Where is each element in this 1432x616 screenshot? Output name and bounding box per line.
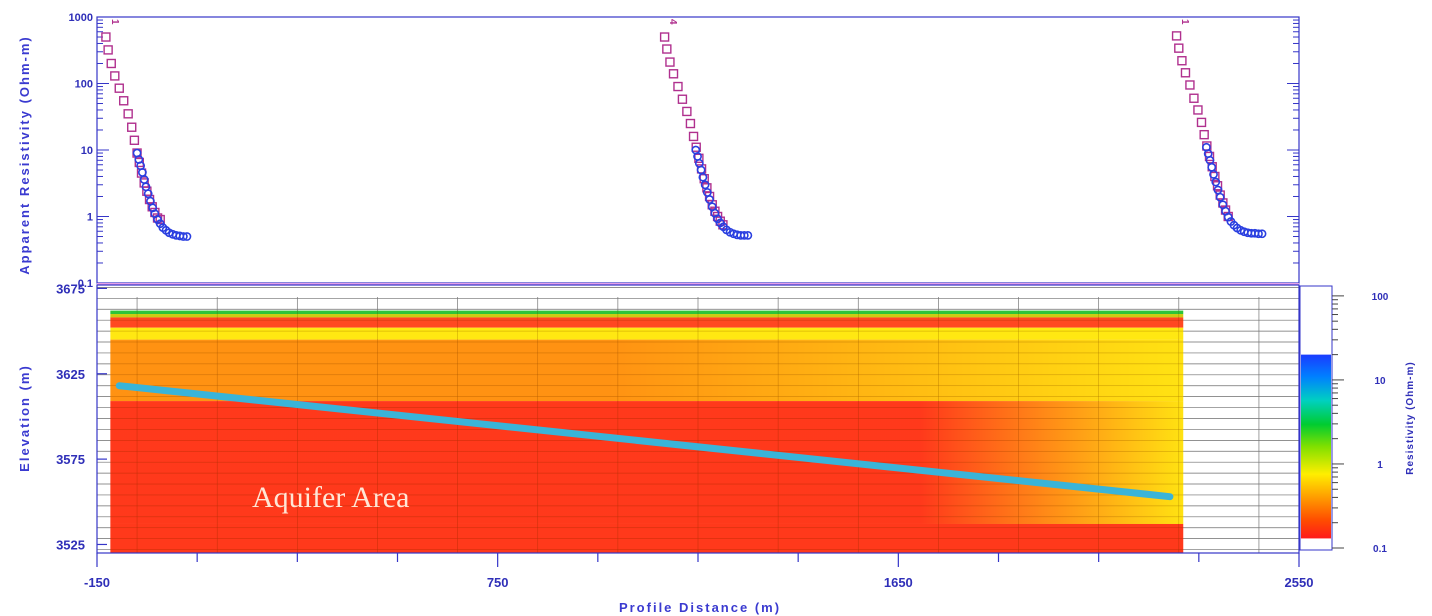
colorbar-tick-label: 100 <box>1372 292 1389 303</box>
bottom-y-tick-label: 3675 <box>56 281 85 296</box>
colorbar-tick-label: 0.1 <box>1373 544 1387 555</box>
x-tick-label: -150 <box>84 575 110 590</box>
resistivity-layer <box>110 327 1184 340</box>
data-point-observed <box>685 118 696 129</box>
data-point-observed <box>1180 68 1191 78</box>
data-point-observed <box>688 131 699 142</box>
bottom-y-axis-title: Elevation (m) <box>17 364 32 472</box>
data-point-observed <box>106 58 116 69</box>
data-point-calculated <box>1223 212 1233 222</box>
data-point-calculated <box>178 232 188 241</box>
colorbar-title: Resistivity (Ohm-m) <box>1405 361 1416 474</box>
x-axis-title: Profile Distance (m) <box>619 600 781 615</box>
data-point-calculated <box>1215 192 1225 202</box>
data-point-observed <box>682 106 692 117</box>
data-point-observed <box>673 81 683 92</box>
resistivity-layer <box>110 339 1184 402</box>
top-y-axis-title: Apparent Resistivity (Ohm-m) <box>17 35 32 274</box>
aquifer-boundary-line <box>115 382 1174 501</box>
bottom-y-tick-label: 3625 <box>56 367 85 382</box>
data-point-observed <box>1189 93 1199 103</box>
top-y-tick-label: 100 <box>75 79 93 91</box>
data-point-observed <box>677 94 688 104</box>
data-point-calculated <box>182 232 192 241</box>
data-point-observed <box>129 135 140 145</box>
data-point-observed <box>668 69 679 79</box>
sounding-label: 1 <box>109 19 120 25</box>
x-tick-label: 2550 <box>1285 575 1314 590</box>
data-point-observed <box>119 96 129 106</box>
x-tick-label: 1650 <box>884 575 913 590</box>
data-point-observed <box>101 32 111 42</box>
bottom-y-tick-label: 3525 <box>56 537 85 552</box>
colorbar-fill <box>1301 354 1331 539</box>
sounding-label: 1 <box>1179 19 1190 25</box>
data-point-observed <box>691 142 701 152</box>
data-point-calculated <box>705 195 714 204</box>
data-point-observed <box>123 109 133 119</box>
x-tick-label: 750 <box>487 575 509 590</box>
sounding-label: 4 <box>667 19 678 25</box>
data-point-observed <box>103 45 113 55</box>
top-plot-frame <box>96 16 1300 284</box>
data-point-observed <box>1174 43 1184 53</box>
data-point-observed <box>114 83 124 93</box>
resistivity-layer <box>110 317 1184 328</box>
resistivity-section-panel: 3525 3575 3625 3675 -150 750 1650 2550 <box>56 281 1313 590</box>
top-y-tick-label: 1000 <box>69 12 93 24</box>
annotation-aquifer-area: Aquifer Area <box>252 481 409 514</box>
data-point-observed <box>659 32 670 42</box>
data-point-calculated <box>1209 169 1218 179</box>
data-point-calculated <box>1254 229 1263 239</box>
data-point-observed <box>110 71 120 81</box>
resistivity-colorbar: 0.1 1 10 100 <box>1299 285 1389 555</box>
data-point-observed <box>665 57 675 67</box>
data-point-observed <box>1193 105 1203 115</box>
data-point-observed <box>662 44 672 54</box>
apparent-resistivity-panel: 0.1 1 10 100 1000 1 4 1 <box>69 12 1300 290</box>
resistivity-layer <box>110 314 1184 318</box>
resistivity-layer <box>110 310 1184 315</box>
resistivity-layer <box>110 523 1184 553</box>
data-point-observed <box>1199 129 1209 140</box>
data-point-calculated <box>143 189 153 199</box>
data-point-observed <box>1177 56 1187 66</box>
data-point-observed <box>1196 117 1207 128</box>
data-point-calculated <box>1257 229 1267 239</box>
top-y-tick-label: 1 <box>87 212 93 224</box>
data-point-calculated <box>700 180 710 190</box>
data-point-observed <box>1185 80 1195 90</box>
resistivity-layer <box>110 401 1184 524</box>
data-point-calculated <box>739 230 749 240</box>
data-point-observed <box>710 206 720 216</box>
data-point-observed <box>155 214 165 225</box>
data-point-observed <box>1171 31 1182 41</box>
data-point-observed <box>127 122 137 132</box>
colorbar-tick-label: 10 <box>1374 376 1386 387</box>
data-point-calculated <box>743 230 753 240</box>
colorbar-tick-label: 1 <box>1377 460 1383 471</box>
bottom-y-tick-label: 3575 <box>56 452 85 467</box>
top-y-tick-label: 0.1 <box>78 278 93 290</box>
data-point-calculated <box>1211 177 1221 187</box>
data-point-calculated <box>698 172 708 182</box>
data-point-calculated <box>1207 162 1217 172</box>
top-y-tick-label: 10 <box>81 145 93 157</box>
